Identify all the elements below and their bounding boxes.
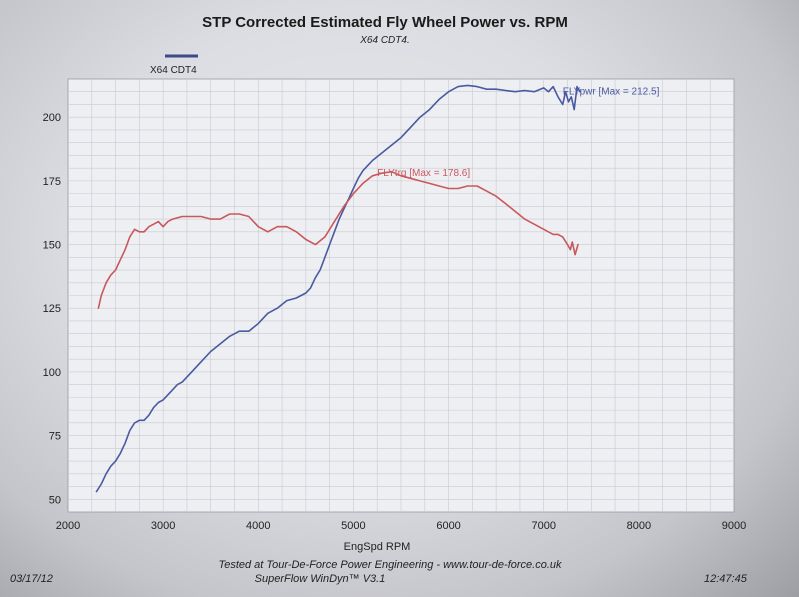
footer-tested-at: Tested at Tour-De-Force Power Engineerin… — [219, 559, 562, 571]
x-tick-label: 4000 — [246, 520, 270, 532]
y-tick-label: 200 — [43, 112, 61, 124]
footer-software: SuperFlow WinDyn™ V3.1 — [255, 573, 386, 585]
series-label-flypwr: FLYpwr [Max = 212.5] — [563, 86, 660, 97]
x-tick-label: 6000 — [436, 520, 460, 532]
legend-label: X64 CDT4 — [150, 65, 197, 76]
series-label-flytrq: FLYtrq [Max = 178.6] — [377, 168, 470, 179]
y-tick-label: 100 — [43, 367, 61, 379]
y-tick-label: 50 — [49, 494, 61, 506]
x-tick-label: 3000 — [151, 520, 175, 532]
x-tick-label: 8000 — [627, 520, 651, 532]
axis-layer: 2000 3000 4000 5000 6000 7000 8000 9000 50 75 100 1… — [43, 112, 747, 532]
x-axis-label: EngSpd RPM — [344, 541, 411, 553]
chart-title: STP Corrected Estimated Fly Wheel Power … — [202, 14, 568, 31]
grid-lines — [68, 79, 734, 512]
series-line-flytrq — [97, 170, 579, 310]
x-tick-label: 9000 — [722, 520, 746, 532]
x-tick-label: 2000 — [56, 520, 80, 532]
y-tick-label: 175 — [43, 176, 61, 188]
x-tick-label: 5000 — [341, 520, 365, 532]
chart-subtitle: X64 CDT4. — [359, 35, 409, 46]
footer-date: 03/17/12 — [10, 573, 53, 585]
series-layer: FLYpwr [Max = 212.5] FLYtrq [Max = 178.6] — [95, 84, 660, 493]
x-tick-label: 7000 — [531, 520, 555, 532]
y-tick-label: 75 — [49, 431, 61, 443]
y-tick-label: 125 — [43, 303, 61, 315]
footer-time: 12:47:45 — [704, 573, 748, 585]
series-line-flypwr — [95, 84, 581, 493]
y-tick-label: 150 — [43, 240, 61, 252]
